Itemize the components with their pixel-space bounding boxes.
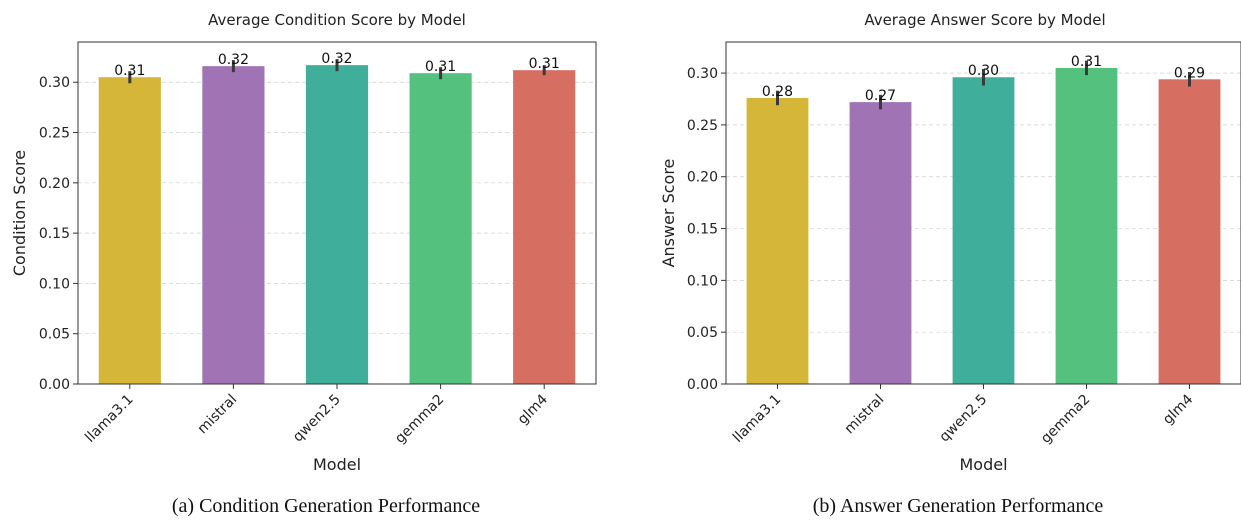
plot-frame [725, 41, 1241, 385]
x-tick-label: gemma2 [392, 392, 447, 447]
x-tick-label: llama3.1 [730, 392, 784, 446]
x-tick-label: qwen2.5 [290, 392, 344, 446]
x-axis-label: Model [313, 455, 361, 474]
y-tick-label: 0.20 [687, 170, 718, 186]
x-tick-label: qwen2.5 [937, 392, 991, 446]
y-tick-label: 0.20 [39, 176, 70, 192]
bar-glm4 [513, 70, 576, 384]
y-tick-label: 0.00 [687, 377, 718, 393]
y-axis-label: Condition Score [10, 150, 29, 276]
bar-mistral [849, 102, 912, 384]
y-tick-label: 0.00 [39, 377, 70, 393]
bars: 0.28 0.27 0.30 0.31 0.29 [746, 54, 1221, 385]
y-tick-label: 0.15 [687, 222, 718, 238]
x-tick-label: gemma2 [1038, 392, 1093, 447]
bar-llama3-1 [746, 97, 809, 385]
x-axis-ticks: llama3.1 mistral qwen2.5 gemma2 glm4 [82, 384, 551, 447]
bar-gemma2 [409, 73, 472, 385]
y-axis-ticks: 0.00 0.05 0.10 0.15 0.20 0.25 0.30 [39, 75, 78, 393]
plot-frame [77, 41, 597, 385]
y-axis-label: Answer Score [659, 159, 678, 268]
figure-caption: (a) Condition Generation Performance [172, 495, 480, 517]
chart-title: Average Answer Score by Model [864, 11, 1105, 29]
bars: 0.31 0.32 0.32 0.31 0.31 [98, 51, 576, 385]
bar-mistral [202, 66, 265, 384]
y-tick-label: 0.30 [687, 66, 718, 82]
bar-value-label: 0.31 [114, 63, 145, 79]
bar-qwen2-5 [305, 65, 369, 385]
chart-title: Average Condition Score by Model [208, 11, 466, 29]
bar-value-label: 0.27 [865, 88, 896, 104]
bar-value-label: 0.32 [218, 52, 249, 68]
y-tick-label: 0.15 [39, 226, 70, 242]
bar-qwen2-5 [952, 77, 1015, 385]
bar-value-label: 0.28 [762, 84, 793, 100]
bar-value-label: 0.31 [1071, 54, 1102, 70]
x-tick-label: glm4 [1160, 391, 1196, 427]
x-tick-label: mistral [842, 392, 888, 438]
y-tick-label: 0.30 [39, 75, 70, 91]
bar-value-label: 0.30 [968, 63, 999, 79]
chart-condition: Average Condition Score by Model 0.310.3… [10, 11, 597, 517]
bar-value-label: 0.31 [425, 59, 456, 75]
bar-value-label: 0.29 [1174, 65, 1205, 81]
chart-answer: Average Answer Score by Model 0.28 0.270.… [659, 11, 1241, 517]
y-tick-label: 0.05 [39, 327, 70, 343]
y-tick-label: 0.10 [39, 276, 70, 292]
bar-gemma2 [1055, 67, 1118, 384]
bar-value-label: 0.31 [529, 56, 560, 72]
y-tick-label: 0.25 [39, 126, 70, 142]
x-tick-label: glm4 [515, 391, 551, 427]
y-tick-label: 0.25 [687, 118, 718, 134]
figure-caption: (b) Answer Generation Performance [813, 495, 1104, 517]
y-axis-ticks: 0.00 0.05 0.10 0.15 0.20 0.25 0.30 [687, 66, 726, 393]
y-tick-label: 0.05 [687, 325, 718, 341]
bar-llama3-1 [98, 77, 161, 385]
x-tick-label: llama3.1 [82, 392, 136, 446]
x-axis-ticks: llama3.1 mistral qwen2.5 gemma2 glm4 [730, 384, 1196, 447]
x-axis-label: Model [959, 455, 1007, 474]
y-tick-label: 0.10 [687, 273, 718, 289]
bar-value-label: 0.32 [321, 51, 352, 67]
x-tick-label: mistral [195, 392, 241, 438]
bar-glm4 [1158, 79, 1221, 385]
